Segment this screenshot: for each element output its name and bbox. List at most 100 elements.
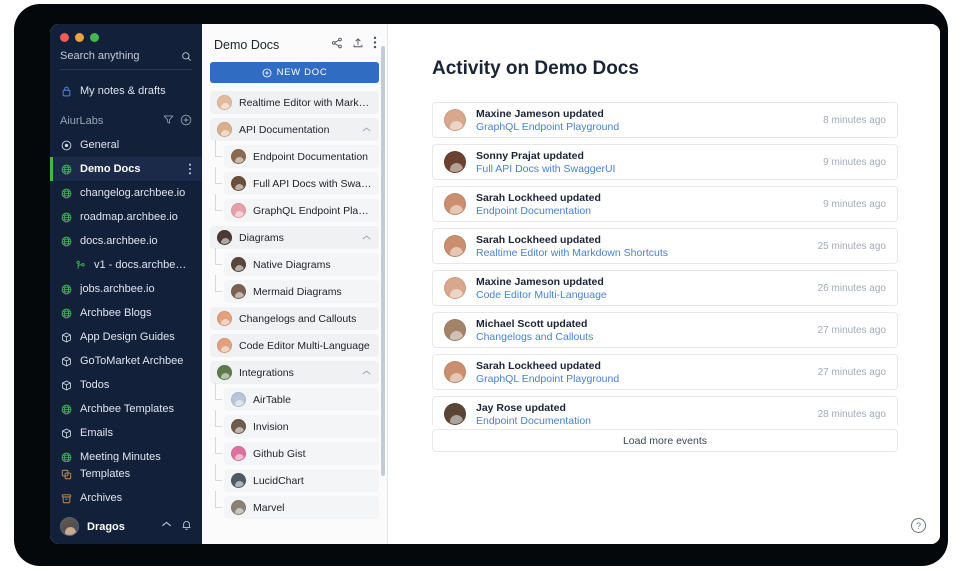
user-name: Dragos <box>87 520 125 533</box>
doc-item[interactable]: Integrations <box>210 361 379 384</box>
globe-icon <box>60 163 73 176</box>
workspace-name: AiurLabs <box>60 115 104 127</box>
doc-item[interactable]: Diagrams <box>210 226 379 249</box>
avatar <box>231 149 246 164</box>
sidebar-item-docs-archbee-io[interactable]: docs.archbee.io <box>50 229 202 253</box>
activity-event-row[interactable]: Sarah Lockheed updated GraphQL Endpoint P… <box>432 354 898 390</box>
bell-icon[interactable] <box>181 519 192 534</box>
event-timestamp: 27 minutes ago <box>817 324 886 336</box>
doc-item[interactable]: Marvel <box>215 491 379 519</box>
sidebar-item-emails[interactable]: Emails <box>50 421 202 445</box>
sidebar-item-meeting-minutes[interactable]: Meeting Minutes <box>50 445 202 462</box>
event-doc-link[interactable]: GraphQL Endpoint Playground <box>476 120 620 133</box>
sidebar-item-roadmap-archbee-io[interactable]: roadmap.archbee.io <box>50 205 202 229</box>
doc-item[interactable]: Changelogs and Callouts <box>210 307 379 330</box>
activity-event-row[interactable]: Maxine Jameson updated GraphQL Endpoint P… <box>432 102 898 138</box>
workspace-header[interactable]: AiurLabs <box>50 109 202 133</box>
sidebar-item-label: GoToMarket Archbee <box>80 355 184 367</box>
chevron-up-icon[interactable] <box>361 232 372 244</box>
event-doc-link[interactable]: Changelogs and Callouts <box>476 330 594 343</box>
filter-icon[interactable] <box>163 114 174 128</box>
avatar <box>231 419 246 434</box>
doc-item[interactable]: Invision <box>215 410 379 438</box>
sidebar-item-gotomarket-archbee[interactable]: GoToMarket Archbee <box>50 349 202 373</box>
branch-icon <box>74 259 87 272</box>
event-doc-link[interactable]: GraphQL Endpoint Playground <box>476 372 620 385</box>
more-vertical-icon[interactable] <box>188 163 192 175</box>
avatar <box>217 122 232 137</box>
doc-item[interactable]: GraphQL Endpoint Playgroun... <box>215 194 379 222</box>
doc-list: Realtime Editor with Markdown... API Docu… <box>202 91 387 544</box>
activity-event-row[interactable]: Sonny Prajat updated Full API Docs with S… <box>432 144 898 180</box>
templates-icon <box>60 468 73 481</box>
sidebar-item-label: App Design Guides <box>80 331 175 343</box>
event-timestamp: 9 minutes ago <box>823 156 886 168</box>
sidebar-item-todos[interactable]: Todos <box>50 373 202 397</box>
doc-item[interactable]: Native Diagrams <box>215 248 379 276</box>
sidebar-item-jobs-archbee-io[interactable]: jobs.archbee.io <box>50 277 202 301</box>
sidebar-item-archbee-templates[interactable]: Archbee Templates <box>50 397 202 421</box>
sidebar-item-archbee-blogs[interactable]: Archbee Blogs <box>50 301 202 325</box>
event-timestamp: 9 minutes ago <box>823 198 886 210</box>
sidebar-item-templates[interactable]: Templates <box>50 462 202 486</box>
event-doc-link[interactable]: Code Editor Multi-Language <box>476 288 607 301</box>
doc-item[interactable]: Code Editor Multi-Language <box>210 334 379 357</box>
upload-icon[interactable] <box>352 36 364 54</box>
activity-event-row[interactable]: Michael Scott updated Changelogs and Call… <box>432 312 898 348</box>
more-vertical-icon[interactable] <box>373 36 377 54</box>
doc-item[interactable]: API Documentation <box>210 118 379 141</box>
doc-panel-scrollbar[interactable] <box>381 46 385 476</box>
minimize-window-button[interactable] <box>75 33 84 42</box>
share-icon[interactable] <box>331 36 343 54</box>
app-window: Search anything My notes & drafts <box>50 24 940 544</box>
doc-item[interactable]: LucidChart <box>215 464 379 492</box>
event-doc-link[interactable]: Full API Docs with SwaggerUI <box>476 162 616 175</box>
activity-event-row[interactable]: Sarah Lockheed updated Endpoint Documenta… <box>432 186 898 222</box>
new-doc-button[interactable]: NEW DOC <box>210 62 379 83</box>
doc-item[interactable]: Realtime Editor with Markdown... <box>210 91 379 114</box>
activity-event-row[interactable]: Sarah Lockheed updated Realtime Editor wi… <box>432 228 898 264</box>
sidebar-space-list: General Demo Docs changelog.archbee.io road… <box>50 133 202 462</box>
search-input[interactable]: Search anything <box>60 50 192 70</box>
doc-item[interactable]: Github Gist <box>215 437 379 465</box>
sidebar-item-v1-docs-archbee-io[interactable]: v1 - docs.archbee.io <box>50 253 202 277</box>
chevron-up-icon[interactable] <box>161 519 172 534</box>
help-circle-icon[interactable]: ? <box>911 518 926 533</box>
load-more-events-button[interactable]: Load more events <box>432 429 898 452</box>
event-actor: Sarah Lockheed updated <box>476 191 601 204</box>
sidebar-item-archives[interactable]: Archives <box>50 486 202 510</box>
event-doc-link[interactable]: Endpoint Documentation <box>476 414 591 426</box>
event-timestamp: 28 minutes ago <box>817 408 886 420</box>
avatar <box>444 151 466 173</box>
sidebar-item-my-notes-drafts[interactable]: My notes & drafts <box>50 79 202 103</box>
close-window-button[interactable] <box>60 33 69 42</box>
activity-event-row[interactable]: Jay Rose updated Endpoint Documentation 28… <box>432 396 898 425</box>
doc-item-label: LucidChart <box>253 474 304 487</box>
chevron-up-icon[interactable] <box>361 124 372 136</box>
chevron-up-icon[interactable] <box>361 367 372 379</box>
avatar <box>444 361 466 383</box>
doc-item[interactable]: Full API Docs with SwaggerUI <box>215 167 379 195</box>
target-icon <box>60 139 73 152</box>
event-doc-link[interactable]: Realtime Editor with Markdown Shortcuts <box>476 246 668 259</box>
globe-icon <box>60 307 73 320</box>
sidebar-item-app-design-guides[interactable]: App Design Guides <box>50 325 202 349</box>
avatar <box>444 109 466 131</box>
plus-circle-icon[interactable] <box>180 114 192 129</box>
activity-feed: Maxine Jameson updated GraphQL Endpoint P… <box>432 102 898 425</box>
user-account-row[interactable]: Dragos <box>50 510 202 536</box>
doc-item[interactable]: Endpoint Documentation <box>215 140 379 168</box>
activity-event-row[interactable]: Maxine Jameson updated Code Editor Multi-… <box>432 270 898 306</box>
avatar <box>231 446 246 461</box>
lock-icon <box>60 85 73 98</box>
sidebar-item-general[interactable]: General <box>50 133 202 157</box>
sidebar-item-label: Archives <box>80 492 123 504</box>
avatar <box>231 176 246 191</box>
maximize-window-button[interactable] <box>90 33 99 42</box>
event-doc-link[interactable]: Endpoint Documentation <box>476 204 591 217</box>
sidebar-item-demo-docs[interactable]: Demo Docs <box>50 157 202 181</box>
sidebar-item-changelog-archbee-io[interactable]: changelog.archbee.io <box>50 181 202 205</box>
doc-item[interactable]: AirTable <box>215 383 379 411</box>
globe-icon <box>60 235 73 248</box>
doc-item[interactable]: Mermaid Diagrams <box>215 275 379 303</box>
